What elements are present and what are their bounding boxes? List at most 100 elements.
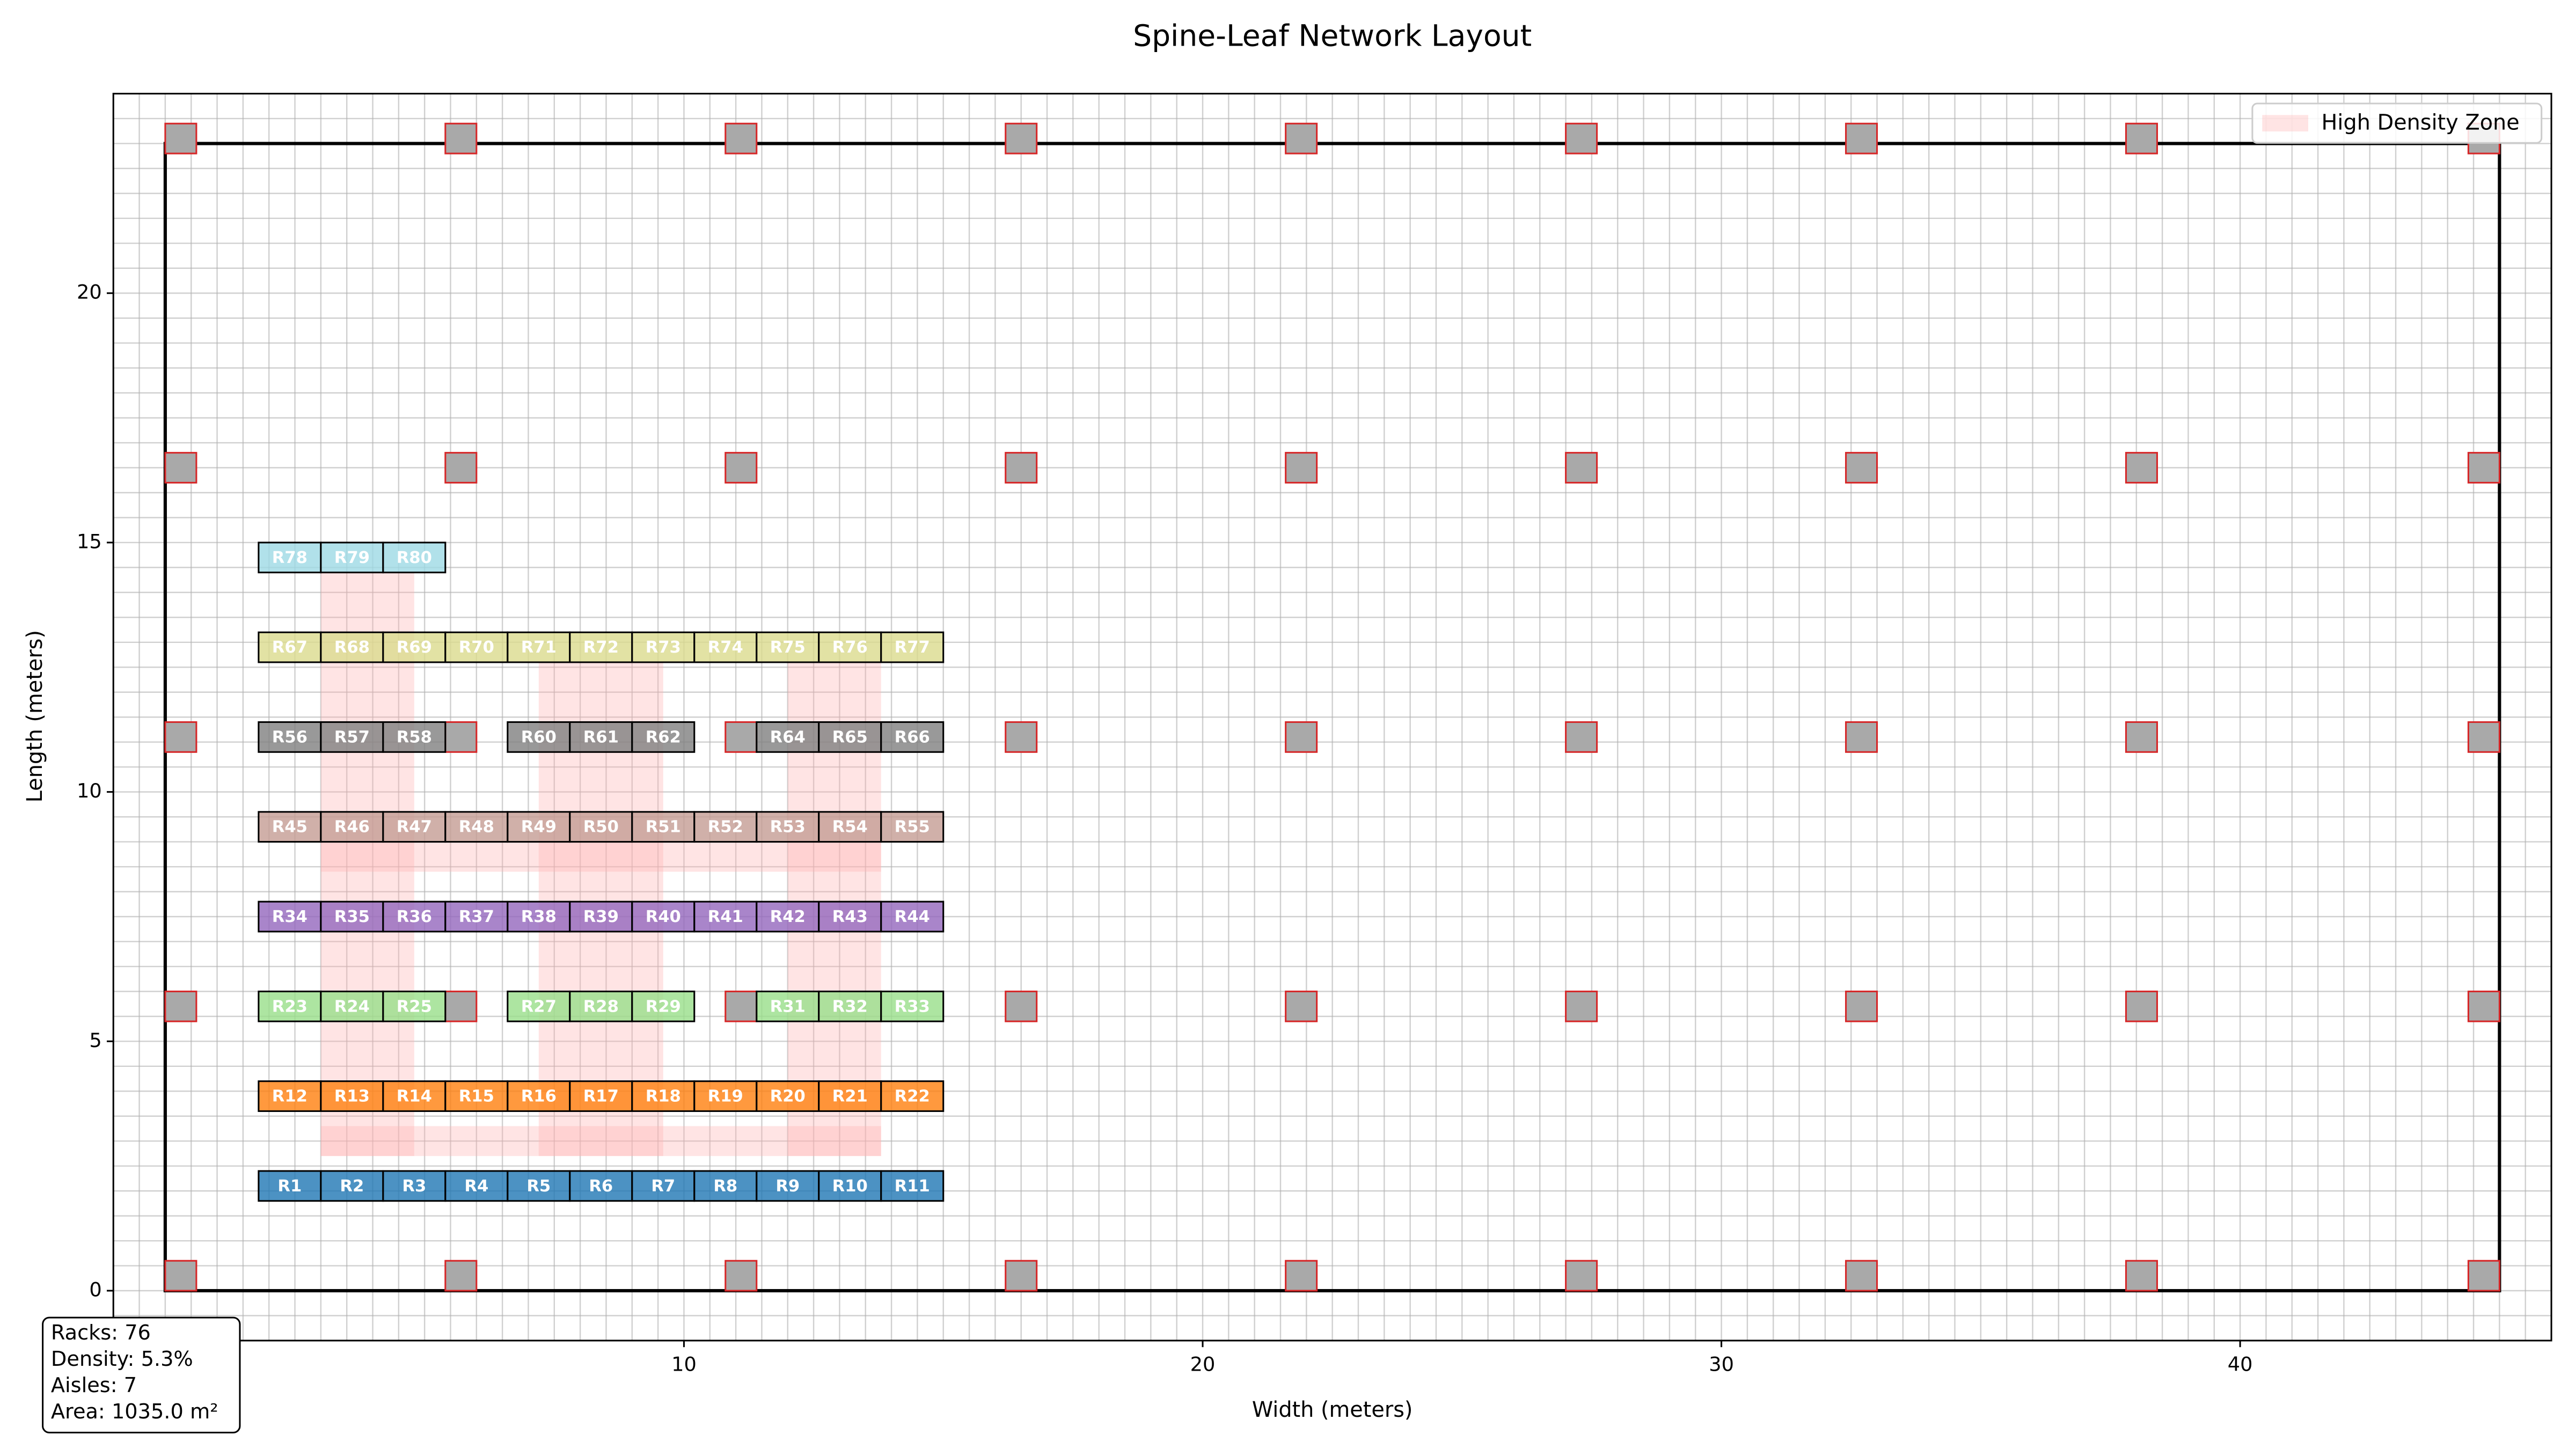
rack <box>382 1170 447 1202</box>
pillar <box>1005 721 1038 753</box>
pillar <box>724 990 758 1022</box>
legend-box <box>2251 103 2543 144</box>
rack-label: R3 <box>402 1177 426 1196</box>
stats-text: Aisles: 7 <box>51 1373 137 1397</box>
rack-label: R15 <box>459 1087 494 1106</box>
y-tick-label: 5 <box>89 1029 101 1052</box>
pillar <box>1845 1260 1878 1292</box>
rack-label: R65 <box>832 728 868 747</box>
pillar <box>444 122 478 155</box>
rack-label: R48 <box>459 818 494 837</box>
rack-label: R19 <box>708 1087 743 1106</box>
x-tick-label: 30 <box>1709 1352 1734 1375</box>
rack-label: R39 <box>583 908 619 926</box>
rack <box>631 1170 696 1202</box>
pillar <box>444 990 478 1022</box>
pillar <box>1845 721 1878 753</box>
rack <box>507 721 571 753</box>
rack <box>569 1170 633 1202</box>
rack <box>880 1080 945 1112</box>
pillar <box>1845 122 1878 155</box>
rack <box>880 990 945 1022</box>
y-tick-label: 10 <box>77 779 102 802</box>
axes-frame <box>112 92 2552 1342</box>
rack-label: R43 <box>832 908 868 926</box>
rack-label: R76 <box>832 638 868 657</box>
pillar <box>1565 721 1598 753</box>
rack-label: R66 <box>895 728 930 747</box>
rack-label: R46 <box>334 818 370 837</box>
rack-label: R71 <box>521 638 557 657</box>
rack-label: R22 <box>895 1087 930 1106</box>
x-tick-label: 40 <box>2228 1352 2253 1375</box>
rack-label: R8 <box>713 1177 737 1196</box>
pillar <box>2467 990 2500 1022</box>
rack <box>444 1080 509 1112</box>
rack-label: R55 <box>895 818 930 837</box>
rack-label: R25 <box>397 997 432 1016</box>
high-density-zone <box>320 1126 881 1157</box>
rack-label: R17 <box>583 1087 619 1106</box>
high-density-zone <box>320 572 414 1157</box>
rack-label: R32 <box>832 997 868 1016</box>
pillar <box>724 122 758 155</box>
pillar <box>444 1260 478 1292</box>
y-tick-label: 0 <box>89 1278 101 1301</box>
rack <box>507 990 571 1022</box>
rack-label: R20 <box>770 1087 806 1106</box>
rack-label: R61 <box>583 728 619 747</box>
rack <box>818 811 882 843</box>
rack-label: R38 <box>521 908 557 926</box>
rack-label: R47 <box>397 818 432 837</box>
pillar <box>1005 990 1038 1022</box>
pillar <box>1565 990 1598 1022</box>
rack <box>756 1170 820 1202</box>
rack-label: R45 <box>272 818 308 837</box>
rack-label: R70 <box>459 638 494 657</box>
rack-label: R31 <box>770 997 806 1016</box>
y-tick-label: 15 <box>77 530 102 553</box>
rack <box>756 1080 820 1112</box>
pillar <box>2125 721 2158 753</box>
pillar <box>1845 452 1878 484</box>
rack-label: R52 <box>708 818 743 837</box>
pillar <box>1005 452 1038 484</box>
rack <box>569 811 633 843</box>
rack <box>756 901 820 933</box>
pillar <box>1285 1260 1318 1292</box>
rack <box>382 631 447 663</box>
rack-label: R56 <box>272 728 308 747</box>
rack-label: R60 <box>521 728 557 747</box>
rack-label: R51 <box>646 818 681 837</box>
rack-label: R49 <box>521 818 557 837</box>
rack-label: R16 <box>521 1087 557 1106</box>
legend-swatch <box>2262 115 2309 131</box>
rack-label: R21 <box>832 1087 868 1106</box>
pillar <box>1845 990 1878 1022</box>
pillar <box>2125 452 2158 484</box>
rack-label: R41 <box>708 908 743 926</box>
high-density-zone <box>320 841 881 872</box>
rack <box>507 1080 571 1112</box>
pillar <box>1005 1260 1038 1292</box>
rack <box>258 721 322 753</box>
rack-label: R54 <box>832 818 868 837</box>
rack-label: R73 <box>646 638 681 657</box>
rack-label: R2 <box>340 1177 364 1196</box>
rack-label: R69 <box>397 638 432 657</box>
rack-label: R11 <box>895 1177 930 1196</box>
rack <box>880 811 945 843</box>
rack <box>569 1080 633 1112</box>
rack <box>631 901 696 933</box>
rack <box>818 901 882 933</box>
rack <box>444 631 509 663</box>
pillar <box>444 452 478 484</box>
pillar <box>724 452 758 484</box>
rack <box>880 631 945 663</box>
rack <box>880 1170 945 1202</box>
rack-label: R23 <box>272 997 308 1016</box>
rack <box>258 1170 322 1202</box>
rack <box>258 811 322 843</box>
rack <box>320 990 384 1022</box>
rack-label: R53 <box>770 818 806 837</box>
